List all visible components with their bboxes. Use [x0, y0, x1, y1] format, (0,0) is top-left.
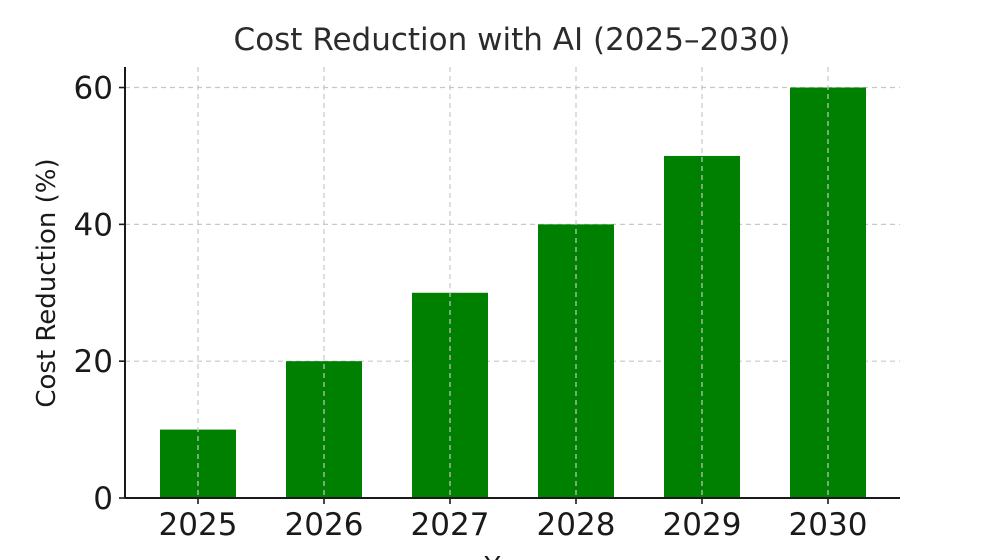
x-tick-label: 2029 — [663, 507, 742, 543]
grid-lines — [125, 86, 900, 362]
x-axis-label: Year — [483, 552, 539, 560]
y-tick-label: 40 — [74, 207, 113, 243]
x-tick-labels: 2025 2026 2027 2028 2029 2030 — [159, 507, 868, 543]
x-tick-label: 2025 — [159, 507, 238, 543]
x-tick-label: 2026 — [285, 507, 364, 543]
chart-title: Cost Reduction with AI (2025–2030) — [234, 22, 791, 58]
x-tick-label: 2027 — [411, 507, 490, 543]
y-tick-labels: 0 20 40 60 — [74, 71, 113, 517]
axes — [119, 67, 900, 504]
x-tick-label: 2028 — [537, 507, 616, 543]
y-axis-label: Cost Reduction (%) — [32, 158, 62, 407]
bars — [160, 87, 866, 499]
y-tick-label: 20 — [74, 344, 113, 380]
y-tick-label: 60 — [74, 71, 113, 107]
x-tick-label: 2030 — [789, 507, 868, 543]
y-tick-label: 0 — [93, 481, 113, 517]
